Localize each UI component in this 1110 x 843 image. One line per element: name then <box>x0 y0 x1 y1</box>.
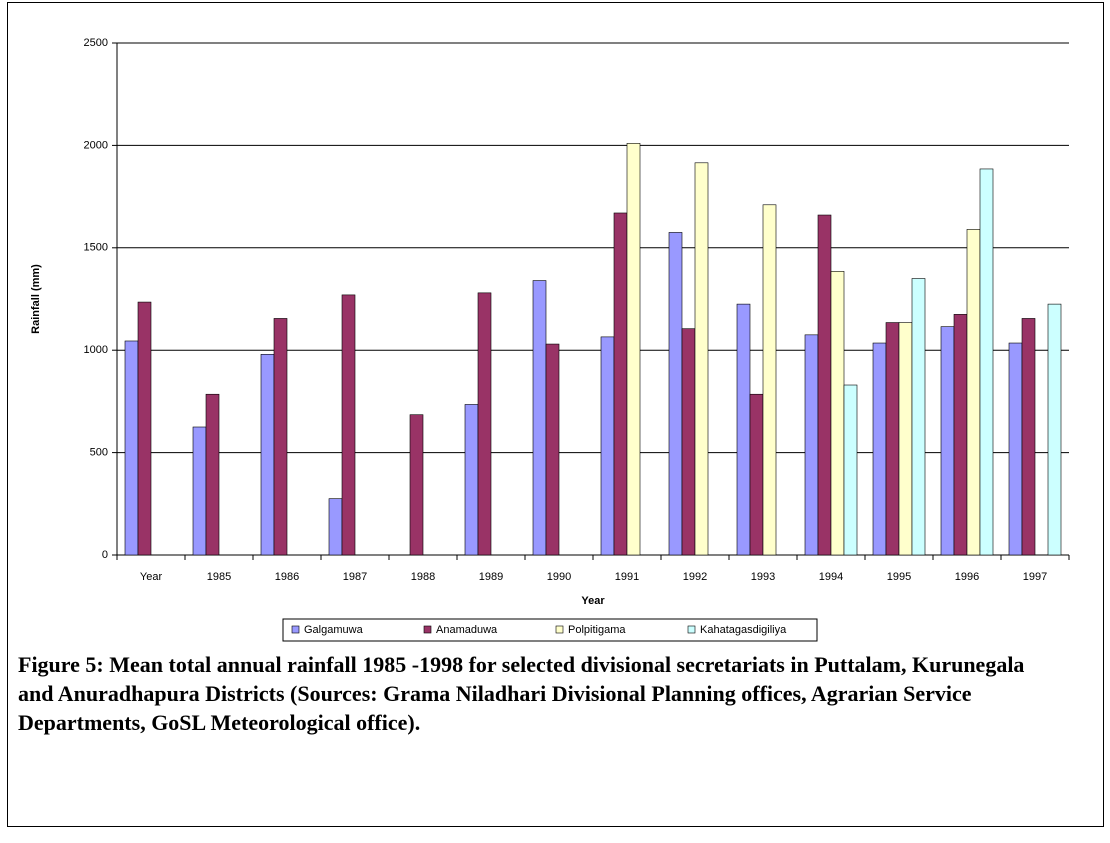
bar <box>843 384 858 556</box>
bar <box>545 343 560 556</box>
y-axis-label: Rainfall (mm) <box>30 264 42 334</box>
x-tick-label: 1993 <box>751 571 775 583</box>
x-tick-label: 1990 <box>547 571 571 583</box>
bar <box>694 162 709 556</box>
chart: Rainfall (mm) Year 0 500 1000 1500 2000 2500 Y… <box>30 37 1070 642</box>
bar <box>872 342 887 556</box>
bar <box>1021 318 1036 556</box>
y-tick-label: 1500 <box>84 242 108 254</box>
x-tick-label: 1996 <box>955 571 979 583</box>
legend-swatch <box>291 625 300 634</box>
bar <box>1008 342 1023 556</box>
x-tick-label: 1985 <box>207 571 231 583</box>
bar <box>464 404 479 556</box>
bar <box>668 232 683 556</box>
bar <box>477 292 492 556</box>
bar <box>817 214 832 556</box>
bar <box>736 303 751 556</box>
bar <box>762 204 777 556</box>
legend-label: Polpitigama <box>568 624 626 636</box>
y-tick-label: 2000 <box>84 139 108 151</box>
x-tick-label: 1987 <box>343 571 367 583</box>
x-axis-label: Year <box>581 595 605 607</box>
bar <box>532 280 547 556</box>
bar <box>137 301 152 556</box>
bar <box>328 498 343 556</box>
x-tick-label: 1989 <box>479 571 503 583</box>
x-tick-label: 1988 <box>411 571 435 583</box>
bar <box>205 393 220 556</box>
y-tick-label: 2500 <box>84 37 108 49</box>
legend-label: Galgamuwa <box>304 624 364 636</box>
legend-swatch <box>687 625 696 634</box>
bar <box>681 328 696 556</box>
bar <box>341 294 356 556</box>
bar <box>124 340 139 556</box>
bar <box>911 278 926 556</box>
legend-swatch <box>423 625 432 634</box>
bar <box>979 168 994 556</box>
bar <box>898 322 913 556</box>
bar <box>940 326 955 556</box>
bar <box>885 322 900 556</box>
bar <box>613 212 628 556</box>
bar <box>953 314 968 556</box>
bar <box>804 334 819 556</box>
bar <box>749 393 764 556</box>
x-tick-label: 1994 <box>819 571 843 583</box>
legend-box <box>282 618 818 642</box>
y-tick-label: 500 <box>90 447 108 459</box>
bar <box>626 143 641 556</box>
legend-label: Anamaduwa <box>436 624 498 636</box>
bar <box>192 426 207 556</box>
x-tick-label: 1995 <box>887 571 911 583</box>
x-tick-label: 1997 <box>1023 571 1047 583</box>
x-tick-label: Year <box>140 571 163 583</box>
bar <box>966 229 981 556</box>
bar <box>409 414 424 556</box>
bar <box>830 271 845 556</box>
bar <box>273 318 288 556</box>
bar <box>260 353 275 556</box>
figure-frame <box>7 2 1104 827</box>
caption: Figure 5: Mean total annual rainfall 198… <box>18 652 1025 735</box>
x-tick-label: 1986 <box>275 571 299 583</box>
bar <box>600 336 615 556</box>
x-tick-label: 1991 <box>615 571 639 583</box>
x-tick-label: 1992 <box>683 571 707 583</box>
y-tick-label: 1000 <box>84 344 108 356</box>
y-tick-label: 0 <box>102 549 108 561</box>
legend-swatch <box>555 625 564 634</box>
bar <box>1047 303 1062 556</box>
legend-label: Kahatagasdigiliya <box>700 624 787 636</box>
